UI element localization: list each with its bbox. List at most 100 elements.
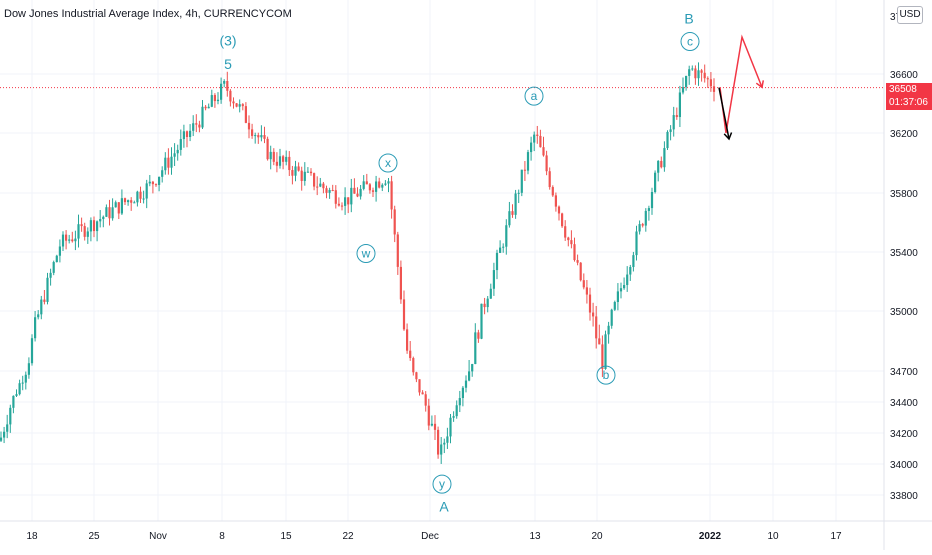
wave-label-circle <box>432 474 452 494</box>
candle-body <box>344 197 347 206</box>
candle-body <box>58 246 61 256</box>
candle-body <box>384 183 387 185</box>
time-tick-label: Dec <box>421 531 439 542</box>
candle-body <box>495 252 499 271</box>
candle-body <box>52 262 55 273</box>
candle-body <box>654 172 657 193</box>
wave-label: 5 <box>224 56 232 72</box>
candle-body <box>393 209 396 235</box>
wave-label: w <box>361 246 371 260</box>
candle-body <box>641 224 644 226</box>
candle-body <box>316 186 319 188</box>
candle-body <box>446 436 449 443</box>
price-tick-label-partial: 37 <box>890 12 902 23</box>
candle-body <box>526 152 530 171</box>
currency-button[interactable]: USD <box>897 6 923 24</box>
candle-body <box>334 190 337 204</box>
candle-body <box>678 92 681 118</box>
candle-body <box>483 303 486 308</box>
price-tick-label: 36600 <box>890 70 918 81</box>
price-tick-label: 36200 <box>890 129 918 140</box>
candle-body <box>557 206 561 214</box>
candle-body <box>592 312 595 317</box>
candle-body <box>105 207 108 217</box>
candle-body <box>309 171 313 174</box>
bar-countdown: 01:37:06 <box>889 97 928 108</box>
chart-title: Dow Jones Industrial Average Index, 4h, … <box>4 8 292 20</box>
candle-body <box>409 350 412 359</box>
candle-body <box>114 202 117 208</box>
candle-body <box>170 156 173 168</box>
candle-body <box>694 68 697 79</box>
candle-body <box>703 72 706 79</box>
candle-body <box>421 392 424 395</box>
candle-body <box>27 363 30 375</box>
candle-body <box>142 198 145 200</box>
candle-body <box>161 170 164 177</box>
candle-body <box>207 106 210 109</box>
candle-body <box>21 382 24 384</box>
projection-arrowhead <box>723 132 733 141</box>
projection-red-path <box>719 34 763 134</box>
candle-body <box>176 149 179 154</box>
projection-arrowhead <box>755 80 765 89</box>
candle-body <box>635 231 638 256</box>
candle-body <box>486 298 489 308</box>
candle-body <box>300 170 303 181</box>
candle-body <box>325 188 328 193</box>
candle-body <box>6 424 9 432</box>
candle-body <box>502 246 505 248</box>
wave-label: A <box>439 498 449 514</box>
candle-body <box>216 99 220 102</box>
candle-body <box>629 267 632 275</box>
candle-body <box>291 170 294 176</box>
candle-body <box>412 358 415 373</box>
candle-body <box>322 183 325 189</box>
time-tick-label: 17 <box>830 531 842 542</box>
candle-body <box>700 70 703 73</box>
candle-body <box>226 81 229 91</box>
candle-body <box>313 173 316 187</box>
candle-body <box>247 122 251 130</box>
candle-body <box>576 260 579 263</box>
candle-body <box>530 142 533 153</box>
candle-body <box>350 187 353 205</box>
candle-body <box>691 68 694 70</box>
time-tick-label: 13 <box>529 531 541 542</box>
time-tick-label: 18 <box>26 531 38 542</box>
candle-body <box>514 193 517 215</box>
candle-body <box>359 188 362 197</box>
candle-body <box>74 238 77 242</box>
candle-body <box>368 184 371 191</box>
wave-label: B <box>684 10 693 26</box>
candle-body <box>489 288 492 299</box>
candle-body <box>430 423 433 426</box>
candle-body <box>387 181 390 184</box>
candle-body <box>554 195 557 207</box>
candle-body <box>660 160 663 168</box>
candle-body <box>282 156 285 162</box>
wave-label-circle <box>596 365 616 385</box>
candle-body <box>232 101 235 104</box>
candle-body <box>278 156 282 166</box>
candle-body <box>0 437 3 441</box>
candle-body <box>356 193 359 197</box>
candle-body <box>632 255 635 268</box>
candle-body <box>464 380 468 388</box>
candle-body <box>151 181 154 185</box>
candle-body <box>102 216 105 220</box>
wave-label-circle <box>680 32 700 52</box>
candle-body <box>235 103 238 107</box>
candle-body <box>154 184 158 186</box>
candle-body <box>9 407 12 425</box>
candle-body <box>275 161 278 166</box>
candle-body <box>551 187 554 196</box>
time-tick-label: Nov <box>149 531 167 542</box>
candle-body <box>198 124 201 128</box>
candle-body <box>523 169 526 171</box>
price-tick-label: 35400 <box>890 248 918 259</box>
candle-body <box>337 203 340 206</box>
candle-body <box>666 131 669 149</box>
